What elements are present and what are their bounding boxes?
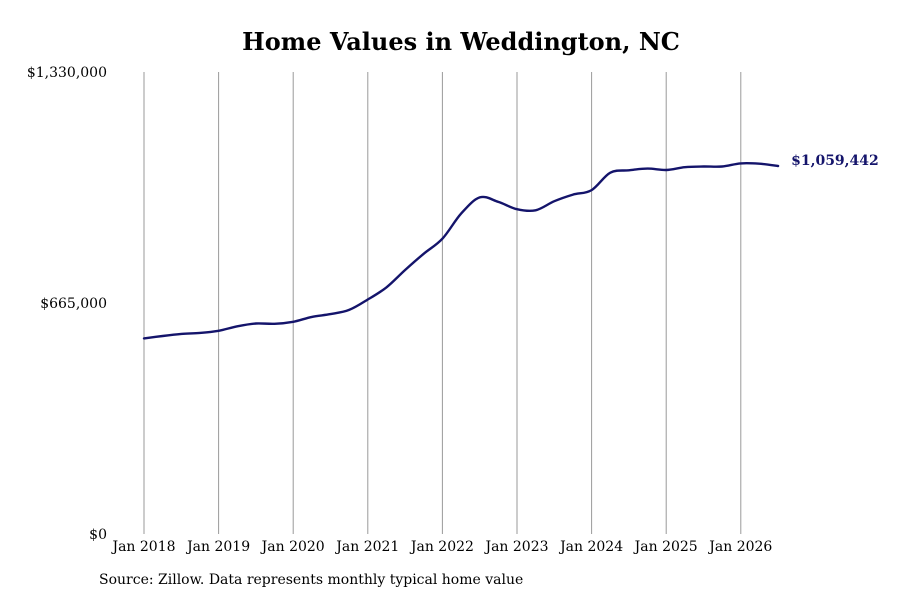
chart-title: Home Values in Weddington, NC	[242, 27, 680, 56]
x-tick-label: Jan 2019	[185, 539, 250, 555]
x-tick-label: Jan 2026	[707, 539, 772, 555]
home-value-line	[142, 161, 780, 340]
x-tick-label: Jan 2024	[558, 539, 623, 555]
latest-value-label: $1,059,442	[791, 153, 879, 169]
source-note: Source: Zillow. Data represents monthly …	[99, 572, 524, 588]
y-tick-label: $665,000	[40, 296, 107, 312]
x-tick-label: Jan 2022	[409, 539, 474, 555]
x-tick-label: Jan 2023	[483, 539, 548, 555]
y-tick-label: $1,330,000	[27, 65, 107, 81]
x-tick-label: Jan 2018	[110, 539, 175, 555]
y-axis-ticks: $0 $665,000 $1,330,000	[27, 65, 107, 543]
vertical-gridlines	[143, 72, 742, 534]
x-axis-ticks: Jan 2018 Jan 2019 Jan 2020 Jan 2021 Jan 2022…	[110, 539, 772, 555]
y-tick-label: $0	[89, 527, 107, 543]
x-tick-label: Jan 2025	[633, 539, 698, 555]
x-tick-label: Jan 2020	[260, 539, 325, 555]
x-tick-label: Jan 2021	[334, 539, 399, 555]
